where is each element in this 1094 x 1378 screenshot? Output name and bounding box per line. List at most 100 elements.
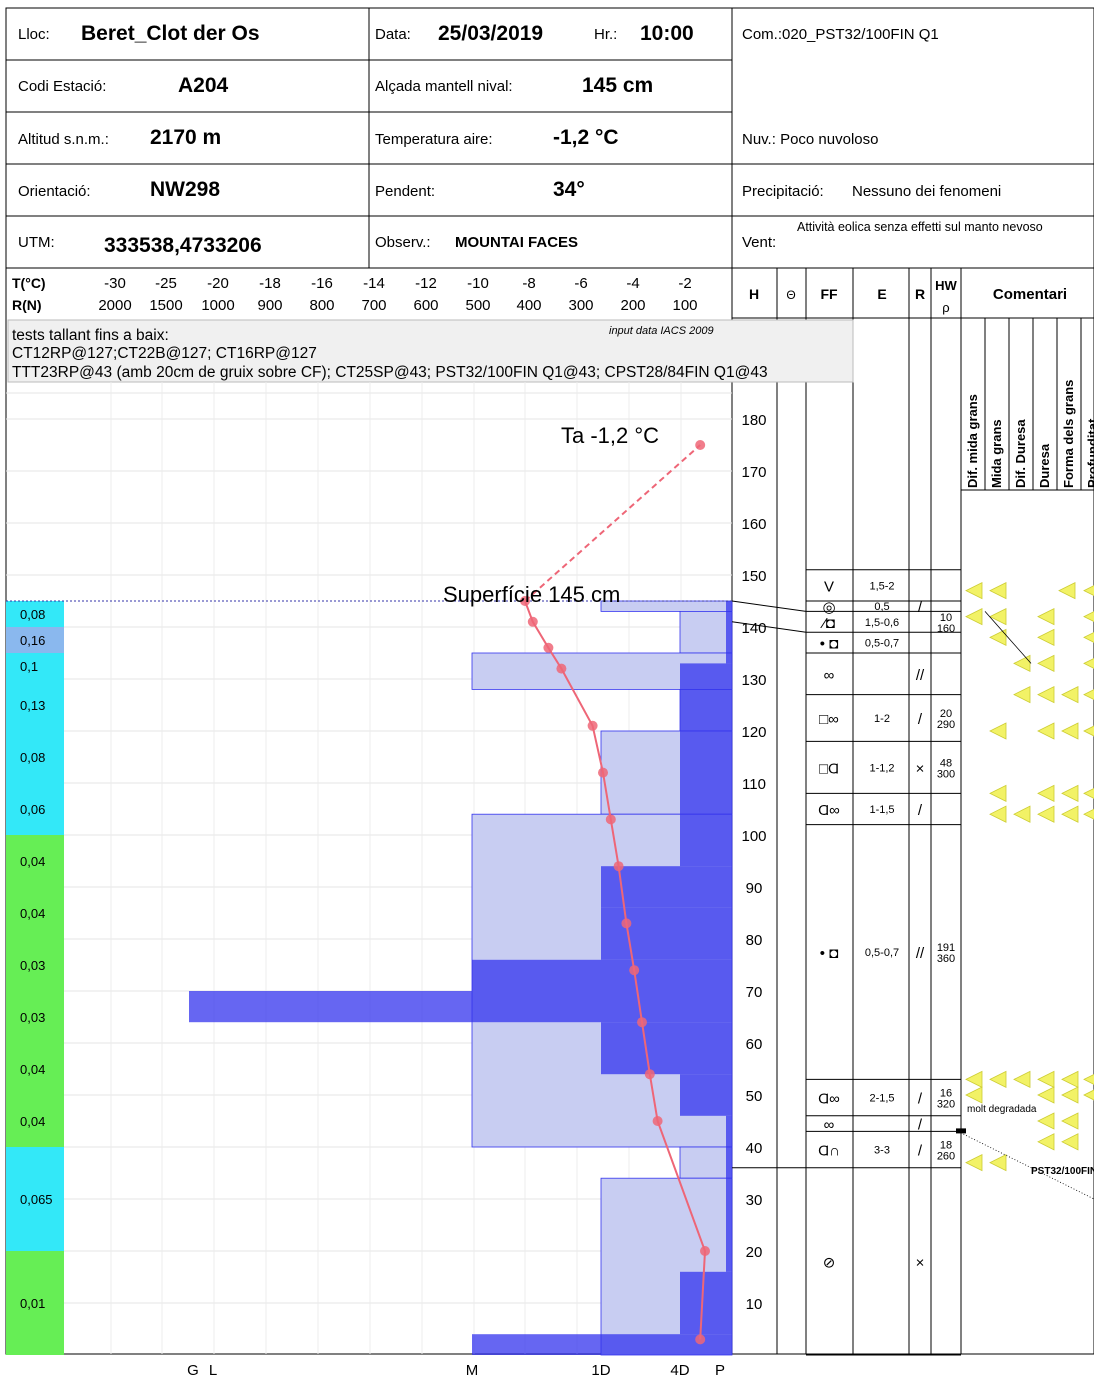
- comment-arrow: [965, 1070, 983, 1089]
- altitud-value: 2170 m: [150, 126, 222, 149]
- snow-temperature-point: [652, 1116, 663, 1126]
- vent-value: Attività eolica senza effetti sul manto …: [797, 220, 1043, 234]
- comment-arrow: [1061, 1070, 1079, 1089]
- tests-source: input data IACS 2009: [609, 325, 714, 337]
- comment-arrow: [1037, 784, 1055, 803]
- layer-density: 300: [937, 768, 955, 780]
- comment-arrow: [1013, 1070, 1031, 1089]
- comment-col-label: Mida grans: [989, 419, 1004, 488]
- ram-tick: 100: [672, 297, 697, 314]
- temperature-tick: -18: [259, 275, 281, 292]
- tests-line2: CT12RP@127;CT22B@127; CT16RP@127: [12, 345, 317, 362]
- lloc-value: Beret_Clot der Os: [81, 22, 260, 45]
- height-tick: 10: [746, 1296, 763, 1313]
- layer-hw: 48: [940, 757, 952, 769]
- codi-label: Codi Estació:: [18, 78, 107, 95]
- comment-arrow: [1013, 805, 1031, 823]
- density-label: 0,13: [20, 698, 45, 713]
- hardness-tick: P: [715, 1362, 725, 1378]
- density-label: 0,16: [20, 633, 45, 648]
- comment-arrow: [989, 607, 1007, 626]
- comment-arrow: [1037, 1112, 1055, 1130]
- comment-arrow: [1083, 1073, 1094, 1085]
- data-value: 25/03/2019: [438, 22, 544, 45]
- height-tick: 130: [741, 672, 766, 689]
- hardness-light-bar: [679, 611, 733, 654]
- alcada-value: 145 cm: [582, 74, 654, 97]
- layer-grain-form: □Ɑ: [819, 760, 839, 777]
- snow-temperature-point: [613, 861, 624, 872]
- layer-grain-form: • ◘: [820, 636, 838, 653]
- layer-grain-form: Ɑ∞: [818, 802, 840, 819]
- comment-arrow: [989, 1070, 1007, 1089]
- hw-header: HW: [935, 278, 957, 293]
- temperature-tick: -20: [207, 275, 229, 292]
- pendent-value: 34°: [553, 178, 585, 201]
- comment-arrow: [1083, 808, 1094, 820]
- layer-grain-size: 0,5-0,7: [865, 638, 899, 650]
- air-temperature-label: Ta -1,2 °C: [561, 423, 660, 448]
- utm-label: UTM:: [18, 234, 55, 251]
- density-block: [6, 783, 64, 835]
- snow-temperature-point: [637, 1017, 647, 1028]
- layer-grain-size: 3-3: [874, 1145, 890, 1157]
- comment-diagonal: [984, 611, 1032, 664]
- comment-arrow: [1083, 585, 1094, 597]
- layer-hardness-rating: /: [918, 1091, 923, 1108]
- comment-arrow: [989, 581, 1007, 600]
- comment-arrow: [1013, 654, 1031, 673]
- pendent-label: Pendent:: [375, 183, 436, 200]
- layer-hardness-rating: /: [918, 711, 923, 728]
- ram-axis-title: R(N): [12, 297, 42, 313]
- snow-temperature-point: [556, 663, 567, 674]
- height-tick: 170: [741, 464, 766, 481]
- comment-marker: [956, 1128, 966, 1134]
- comment-arrow: [1037, 1133, 1055, 1151]
- comment-arrow: [1061, 784, 1079, 803]
- orient-label: Orientació:: [18, 183, 91, 200]
- comment-arrow: [1037, 1070, 1055, 1089]
- comment-arrow: [1083, 631, 1094, 643]
- comment-arrow: [1013, 685, 1031, 704]
- comment-arrow: [1037, 722, 1055, 740]
- comment-arrow: [1083, 657, 1094, 669]
- layer-density: 260: [937, 1151, 955, 1163]
- temperature-tick: -2: [678, 275, 691, 292]
- hardness-dark-bar: [726, 1115, 732, 1179]
- ram-tick: 500: [465, 297, 490, 314]
- comment-arrow: [1061, 722, 1079, 740]
- hardness-light-bar: [679, 1146, 733, 1179]
- comment-diagonal: [957, 1131, 1094, 1200]
- temp-label: Temperatura aire:: [375, 131, 493, 148]
- layer-grain-form: ◎: [822, 599, 835, 616]
- ram-tick: 800: [309, 297, 334, 314]
- density-label: 0,065: [20, 1192, 53, 1207]
- hardness-light-bar: [600, 600, 733, 612]
- hardness-dark-bar: [680, 663, 732, 690]
- comment-arrow: [989, 805, 1007, 823]
- air-temperature-point: [695, 440, 706, 450]
- altitud-label: Altitud s.n.m.:: [18, 131, 109, 148]
- layer-hardness-rating: /: [918, 1143, 923, 1160]
- temp-value: -1,2 °C: [553, 126, 619, 149]
- density-block: [6, 731, 64, 783]
- height-tick: 60: [746, 1036, 763, 1053]
- layer-grain-size: 0,5-0,7: [865, 947, 899, 959]
- e-header: E: [877, 286, 886, 302]
- comment-col-label: Duresa: [1037, 443, 1052, 488]
- layer-density: 320: [937, 1099, 955, 1111]
- comment-arrow: [989, 784, 1007, 803]
- density-block: [6, 835, 64, 887]
- density-block: [6, 887, 64, 939]
- layer-grain-size: 2-1,5: [869, 1093, 894, 1105]
- layer-hardness-rating: //: [916, 667, 925, 684]
- snow-temperature-point: [629, 965, 640, 976]
- height-tick: 150: [741, 568, 766, 585]
- hardness-tick: L: [209, 1362, 217, 1378]
- hardness-tick: 1D: [591, 1362, 610, 1378]
- ram-tick: 1000: [201, 297, 234, 314]
- layer-grain-size: 1-1,5: [869, 804, 894, 816]
- utm-value: 333538,4733206: [104, 234, 262, 257]
- ram-tick: 400: [516, 297, 541, 314]
- temperature-tick: -25: [155, 275, 177, 292]
